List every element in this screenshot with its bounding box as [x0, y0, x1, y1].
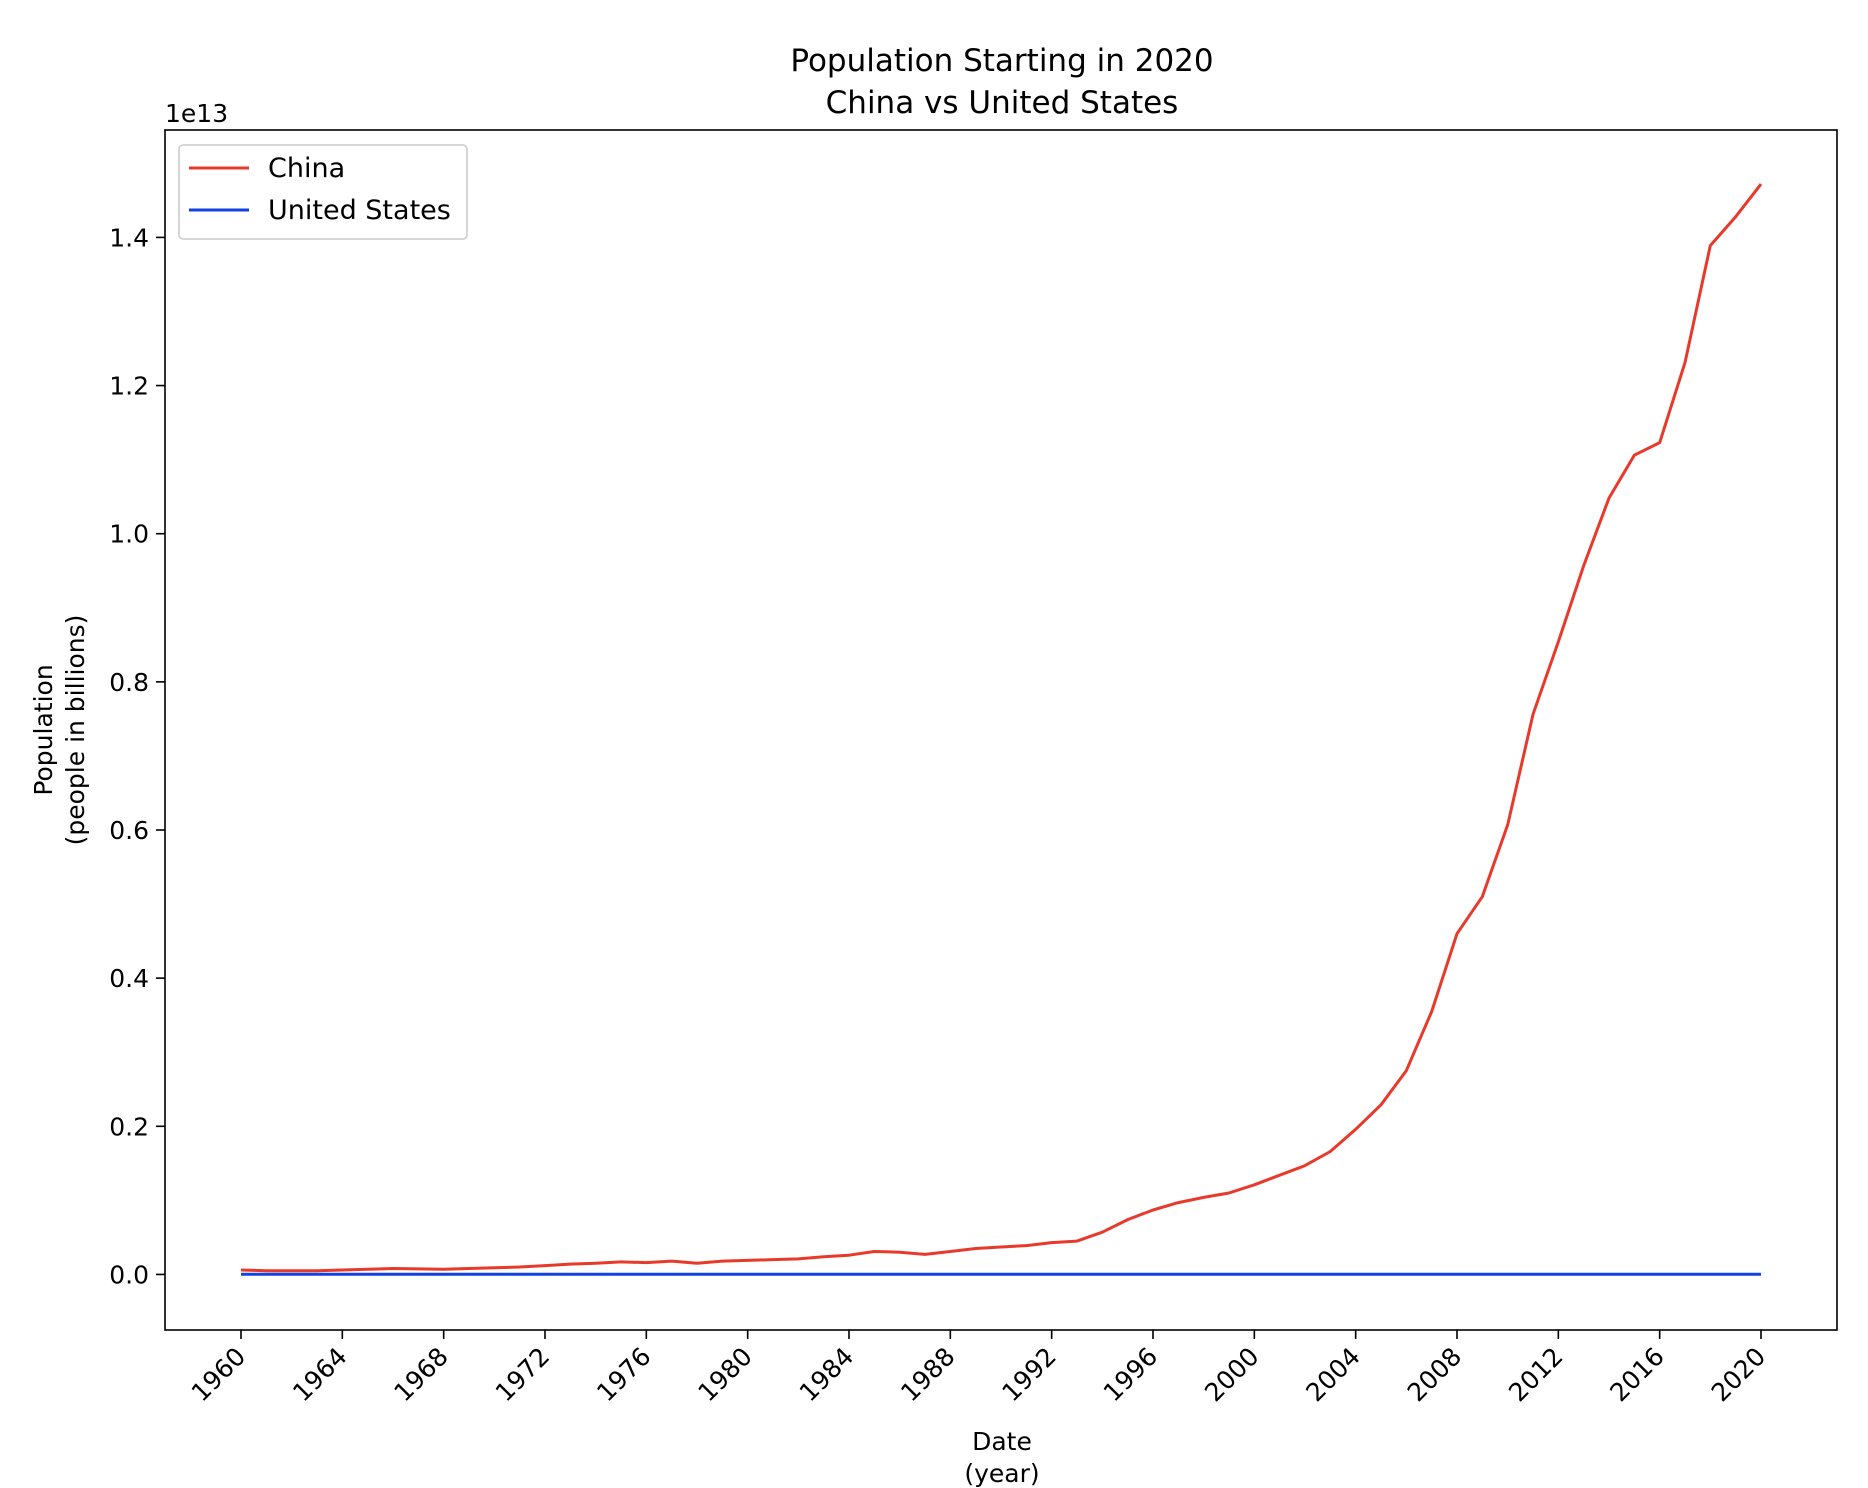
- y-tick-label: 0.8: [109, 668, 149, 697]
- legend-box: [178, 144, 468, 240]
- series-layer: [240, 183, 1763, 1276]
- legend-label-united-states: United States: [268, 195, 451, 226]
- series-line-china: [240, 183, 1763, 1273]
- y-tick-label: 0.2: [109, 1112, 149, 1141]
- y-axis-label-line-2: (people in billions): [61, 615, 90, 846]
- y-axis-label-line-1: Population: [29, 664, 58, 795]
- plot-frame: [164, 129, 1838, 1331]
- chart-title-line-2: China vs United States: [826, 85, 1179, 121]
- y-tick-label: 1.2: [109, 372, 149, 401]
- x-axis-label-line-1: Date: [972, 1427, 1032, 1456]
- legend: China United States: [178, 144, 468, 240]
- y-tick-label: 1.0: [109, 520, 149, 549]
- x-axis-label-line-2: (year): [964, 1459, 1039, 1488]
- y-tick-label: 0.4: [109, 964, 149, 993]
- legend-label-china: China: [268, 153, 345, 184]
- y-tick-label: 1.4: [109, 223, 149, 252]
- y-offset-text: 1e13: [165, 99, 228, 128]
- y-tick-label: 0.6: [109, 816, 149, 845]
- y-tick-label: 0.0: [109, 1260, 149, 1289]
- chart-title-line-1: Population Starting in 2020: [790, 43, 1213, 79]
